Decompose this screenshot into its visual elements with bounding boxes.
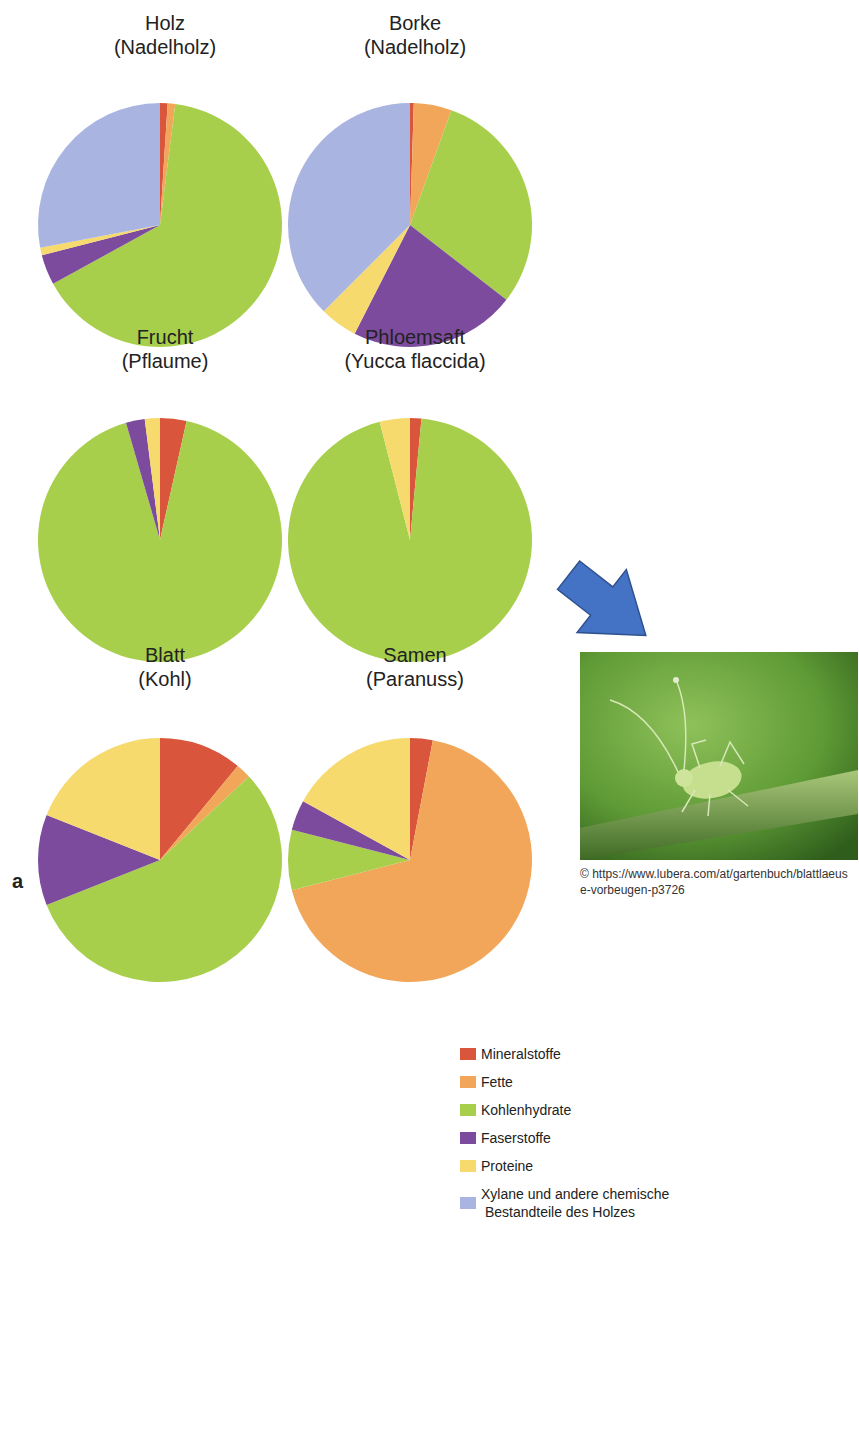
svg-text:Kohlenhydrate: Kohlenhydrate (481, 1102, 572, 1118)
svg-text:(Nadelholz): (Nadelholz) (364, 36, 466, 58)
svg-text:Borke: Borke (389, 12, 441, 34)
html-text:a: a (12, 870, 24, 892)
svg-text:Phloemsaft: Phloemsaft (365, 326, 465, 348)
svg-text:Holz: Holz (145, 12, 185, 34)
svg-text:Blatt: Blatt (145, 644, 185, 666)
svg-text:Fette: Fette (481, 1074, 513, 1090)
svg-text:Faserstoffe: Faserstoffe (481, 1130, 551, 1146)
svg-text:Proteine: Proteine (481, 1158, 533, 1174)
svg-text:Frucht: Frucht (137, 326, 194, 348)
html-text:© https://www.lubera.com/at/ga: © https://www.lubera.com/at/gartenbuch/b… (580, 867, 848, 897)
svg-text:(Kohl): (Kohl) (138, 668, 191, 690)
svg-text:Xylane und andere chemische: Xylane und andere chemische (481, 1186, 670, 1202)
svg-text:Mineralstoffe: Mineralstoffe (481, 1046, 561, 1062)
svg-text:(Nadelholz): (Nadelholz) (114, 36, 216, 58)
svg-text:(Yucca flaccida): (Yucca flaccida) (344, 350, 485, 372)
svg-text:Bestandteile des Holzes: Bestandteile des Holzes (481, 1204, 635, 1220)
svg-text:Samen: Samen (383, 644, 446, 666)
svg-text:(Pflaume): (Pflaume) (122, 350, 209, 372)
svg-text:(Paranuss): (Paranuss) (366, 668, 464, 690)
